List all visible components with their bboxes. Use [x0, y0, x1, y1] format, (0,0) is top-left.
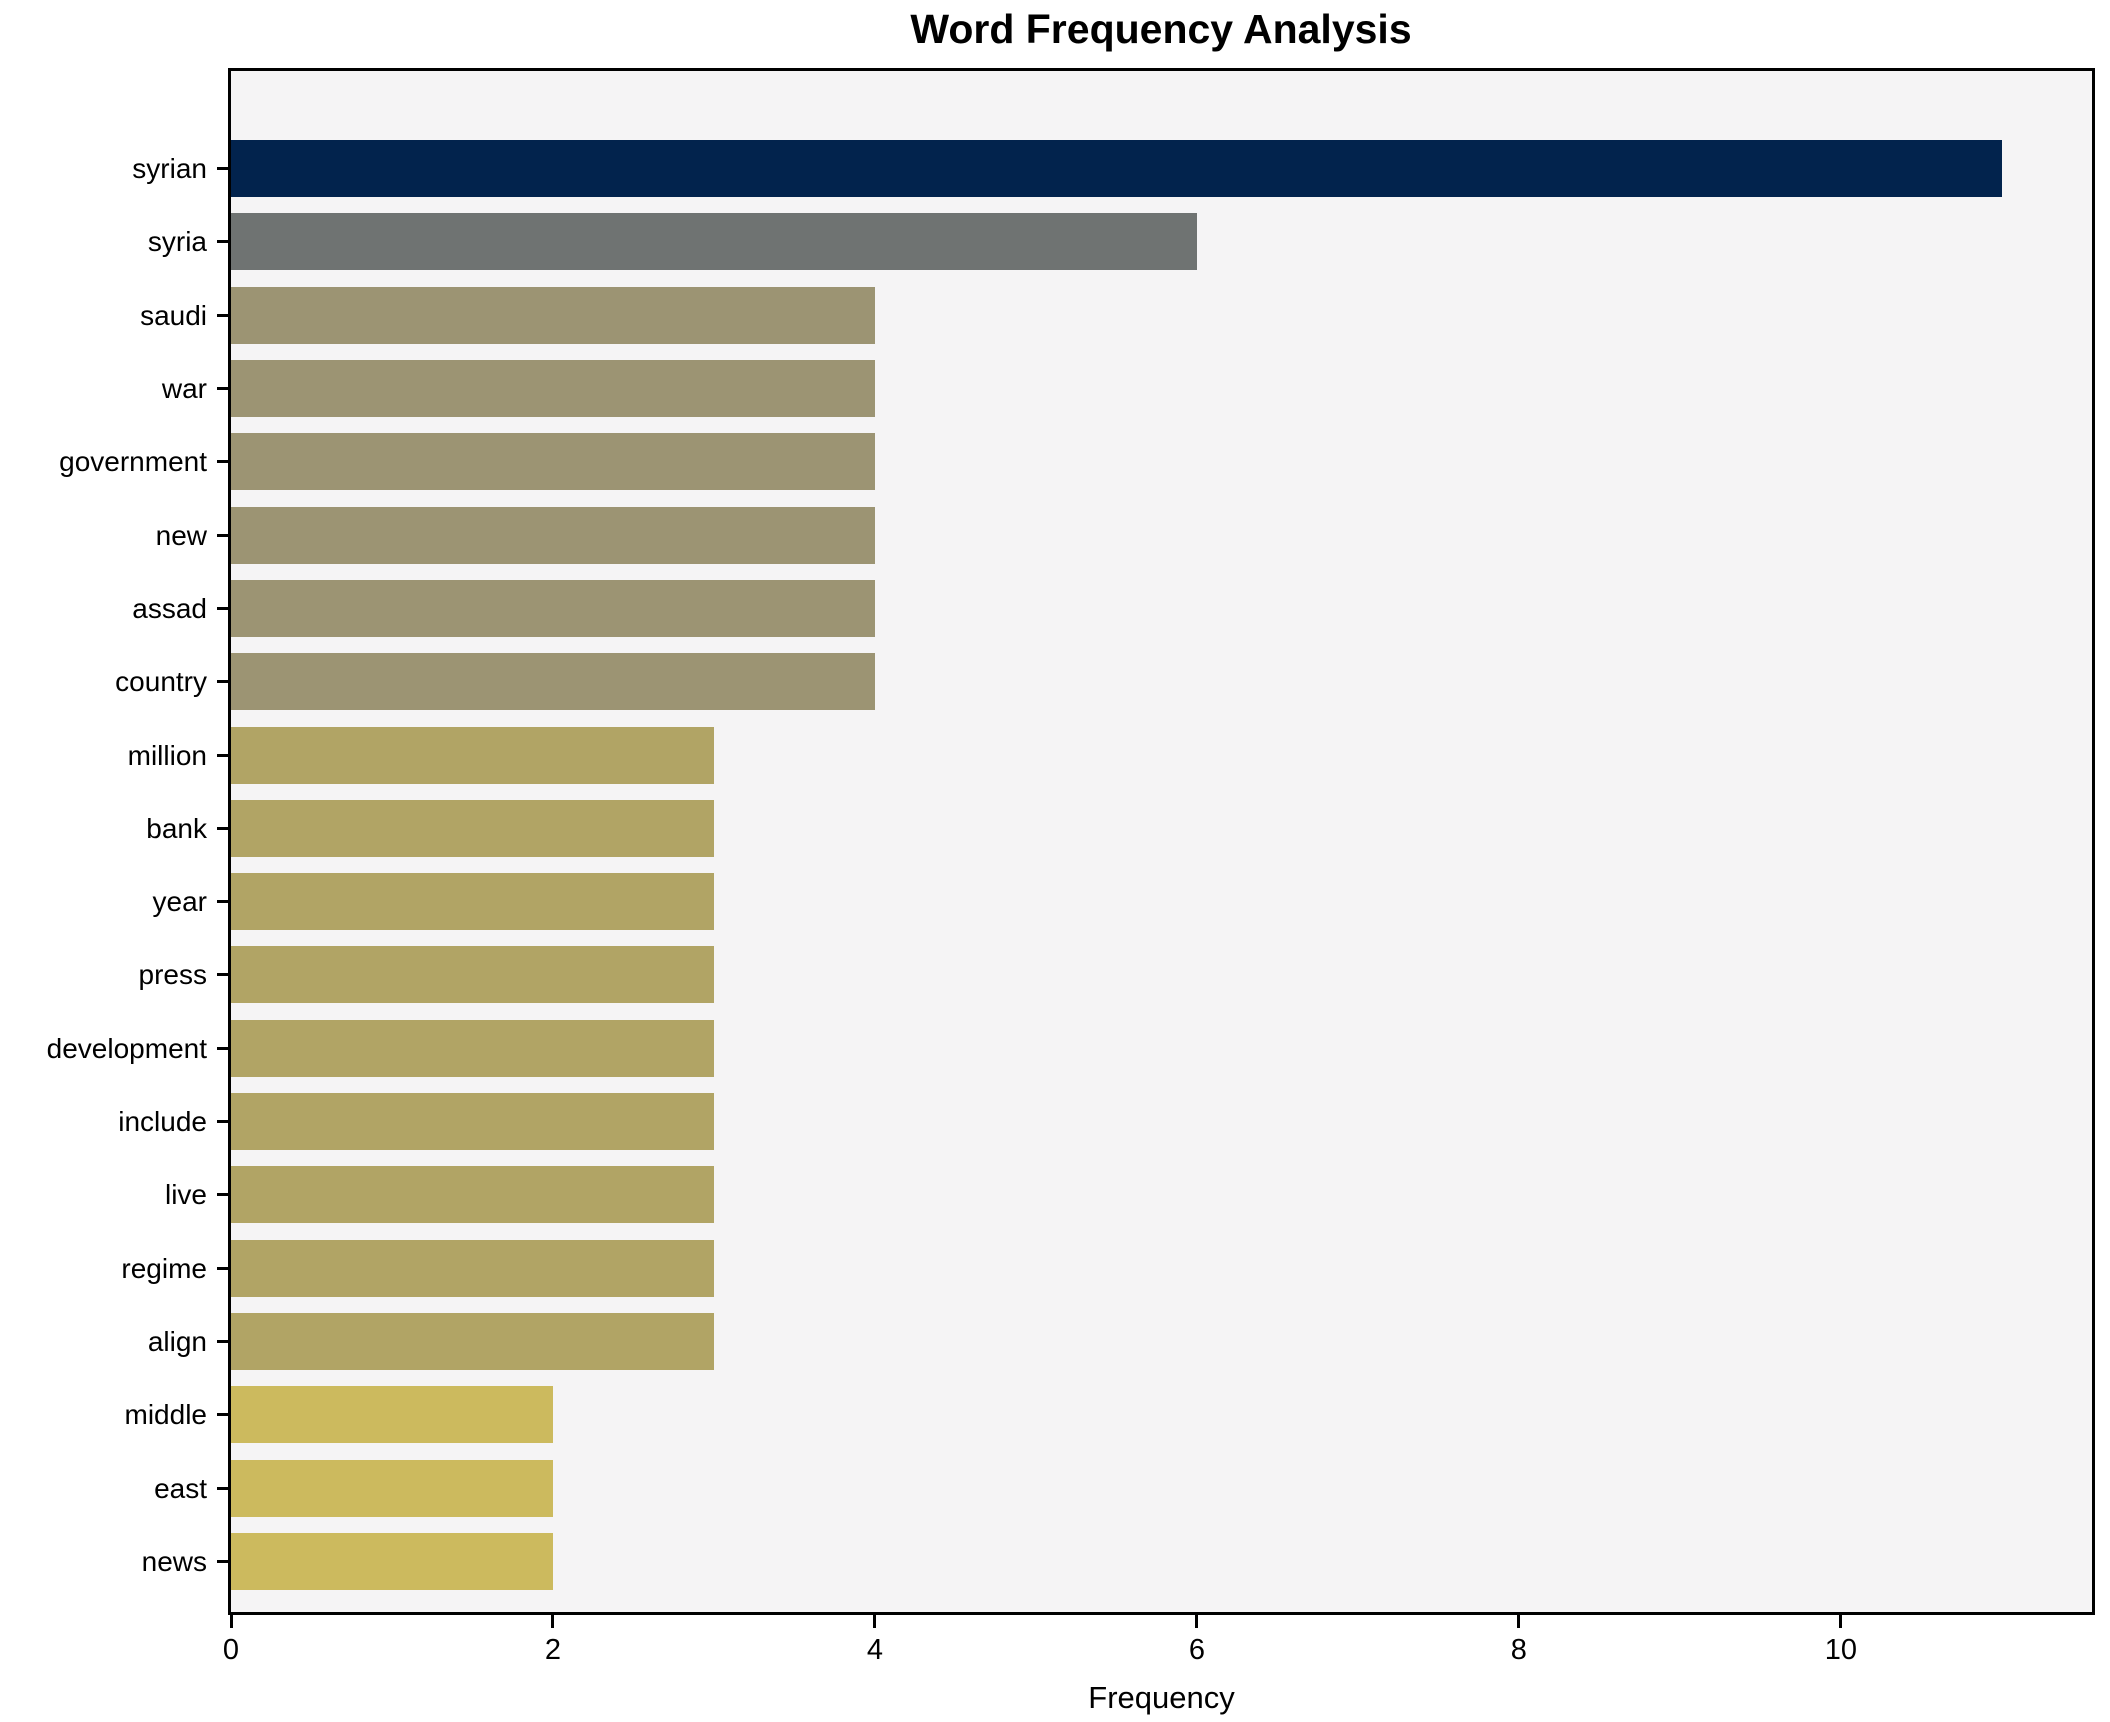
- bar-align: [231, 1313, 714, 1371]
- y-axis-label-new: new: [155, 519, 207, 551]
- y-tick-mark: [217, 680, 231, 684]
- bar-year: [231, 873, 714, 931]
- y-tick-mark: [217, 1560, 231, 1563]
- y-axis-label-assad: assad: [132, 592, 207, 624]
- y-tick-mark: [217, 460, 231, 464]
- y-axis-label-war: war: [161, 372, 207, 404]
- bar-country: [231, 653, 875, 711]
- x-tick-mark: [551, 1615, 555, 1628]
- y-tick-mark: [217, 826, 231, 830]
- y-tick-mark: [217, 753, 231, 757]
- bar-east: [231, 1459, 553, 1517]
- bar-syria: [231, 213, 1197, 271]
- y-axis-label-development: development: [46, 1032, 207, 1064]
- y-axis-label-regime: regime: [121, 1252, 207, 1284]
- y-axis-label-syria: syria: [147, 226, 207, 258]
- y-tick-mark: [217, 1266, 231, 1270]
- y-axis-label-saudi: saudi: [140, 299, 207, 331]
- bar-syrian: [231, 140, 2002, 197]
- y-axis-label-syrian: syrian: [132, 153, 207, 184]
- bar-middle: [231, 1386, 553, 1444]
- y-axis-label-include: include: [118, 1106, 207, 1138]
- x-tick-mark: [1517, 1615, 1521, 1628]
- chart-title: Word Frequency Analysis: [910, 6, 1412, 52]
- bar-bank: [231, 799, 714, 857]
- y-axis-label-year: year: [152, 886, 207, 918]
- y-tick-mark: [217, 1193, 231, 1197]
- y-tick-mark: [217, 313, 231, 317]
- y-tick-mark: [217, 533, 231, 537]
- x-tick-label-8: 8: [1510, 1634, 1527, 1666]
- bar-assad: [231, 579, 875, 637]
- bar-government: [231, 433, 875, 491]
- bar-include: [231, 1093, 714, 1151]
- bar-million: [231, 726, 714, 784]
- y-axis-label-live: live: [164, 1179, 207, 1211]
- x-tick-mark: [229, 1615, 233, 1628]
- x-tick-label-10: 10: [1824, 1634, 1857, 1666]
- y-tick-mark: [217, 240, 231, 244]
- x-axis-label: Frequency: [1088, 1680, 1235, 1715]
- x-tick-label-6: 6: [1188, 1634, 1205, 1666]
- y-tick-mark: [217, 1120, 231, 1124]
- bar-saudi: [231, 286, 875, 344]
- x-tick-mark: [873, 1615, 877, 1628]
- bar-new: [231, 506, 875, 564]
- y-axis-label-middle: middle: [124, 1399, 207, 1431]
- y-tick-mark: [217, 1486, 231, 1490]
- x-tick-label-2: 2: [544, 1634, 562, 1666]
- x-tick-mark: [1195, 1615, 1199, 1628]
- y-axis-label-news: news: [141, 1546, 207, 1577]
- y-axis-label-bank: bank: [146, 812, 207, 844]
- y-tick-mark: [217, 606, 231, 610]
- y-tick-mark: [217, 386, 231, 390]
- y-axis-label-east: east: [154, 1472, 207, 1504]
- y-tick-mark: [217, 1046, 231, 1050]
- y-tick-mark: [217, 900, 231, 904]
- x-tick-mark: [1839, 1615, 1843, 1628]
- y-axis-label-government: government: [59, 446, 207, 478]
- bar-live: [231, 1166, 714, 1224]
- y-tick-mark: [217, 1413, 231, 1417]
- y-tick-mark: [217, 1340, 231, 1344]
- bar-regime: [231, 1239, 714, 1297]
- y-axis-label-align: align: [147, 1326, 207, 1358]
- bar-press: [231, 946, 714, 1004]
- y-tick-mark: [217, 167, 231, 170]
- x-tick-label-4: 4: [866, 1634, 884, 1666]
- y-tick-mark: [217, 973, 231, 977]
- y-axis-label-million: million: [127, 739, 207, 771]
- bar-war: [231, 359, 875, 417]
- x-tick-label-0: 0: [222, 1634, 240, 1666]
- y-axis-label-country: country: [115, 666, 207, 698]
- y-axis-label-press: press: [138, 959, 207, 991]
- bar-news: [231, 1533, 553, 1590]
- bar-development: [231, 1019, 714, 1077]
